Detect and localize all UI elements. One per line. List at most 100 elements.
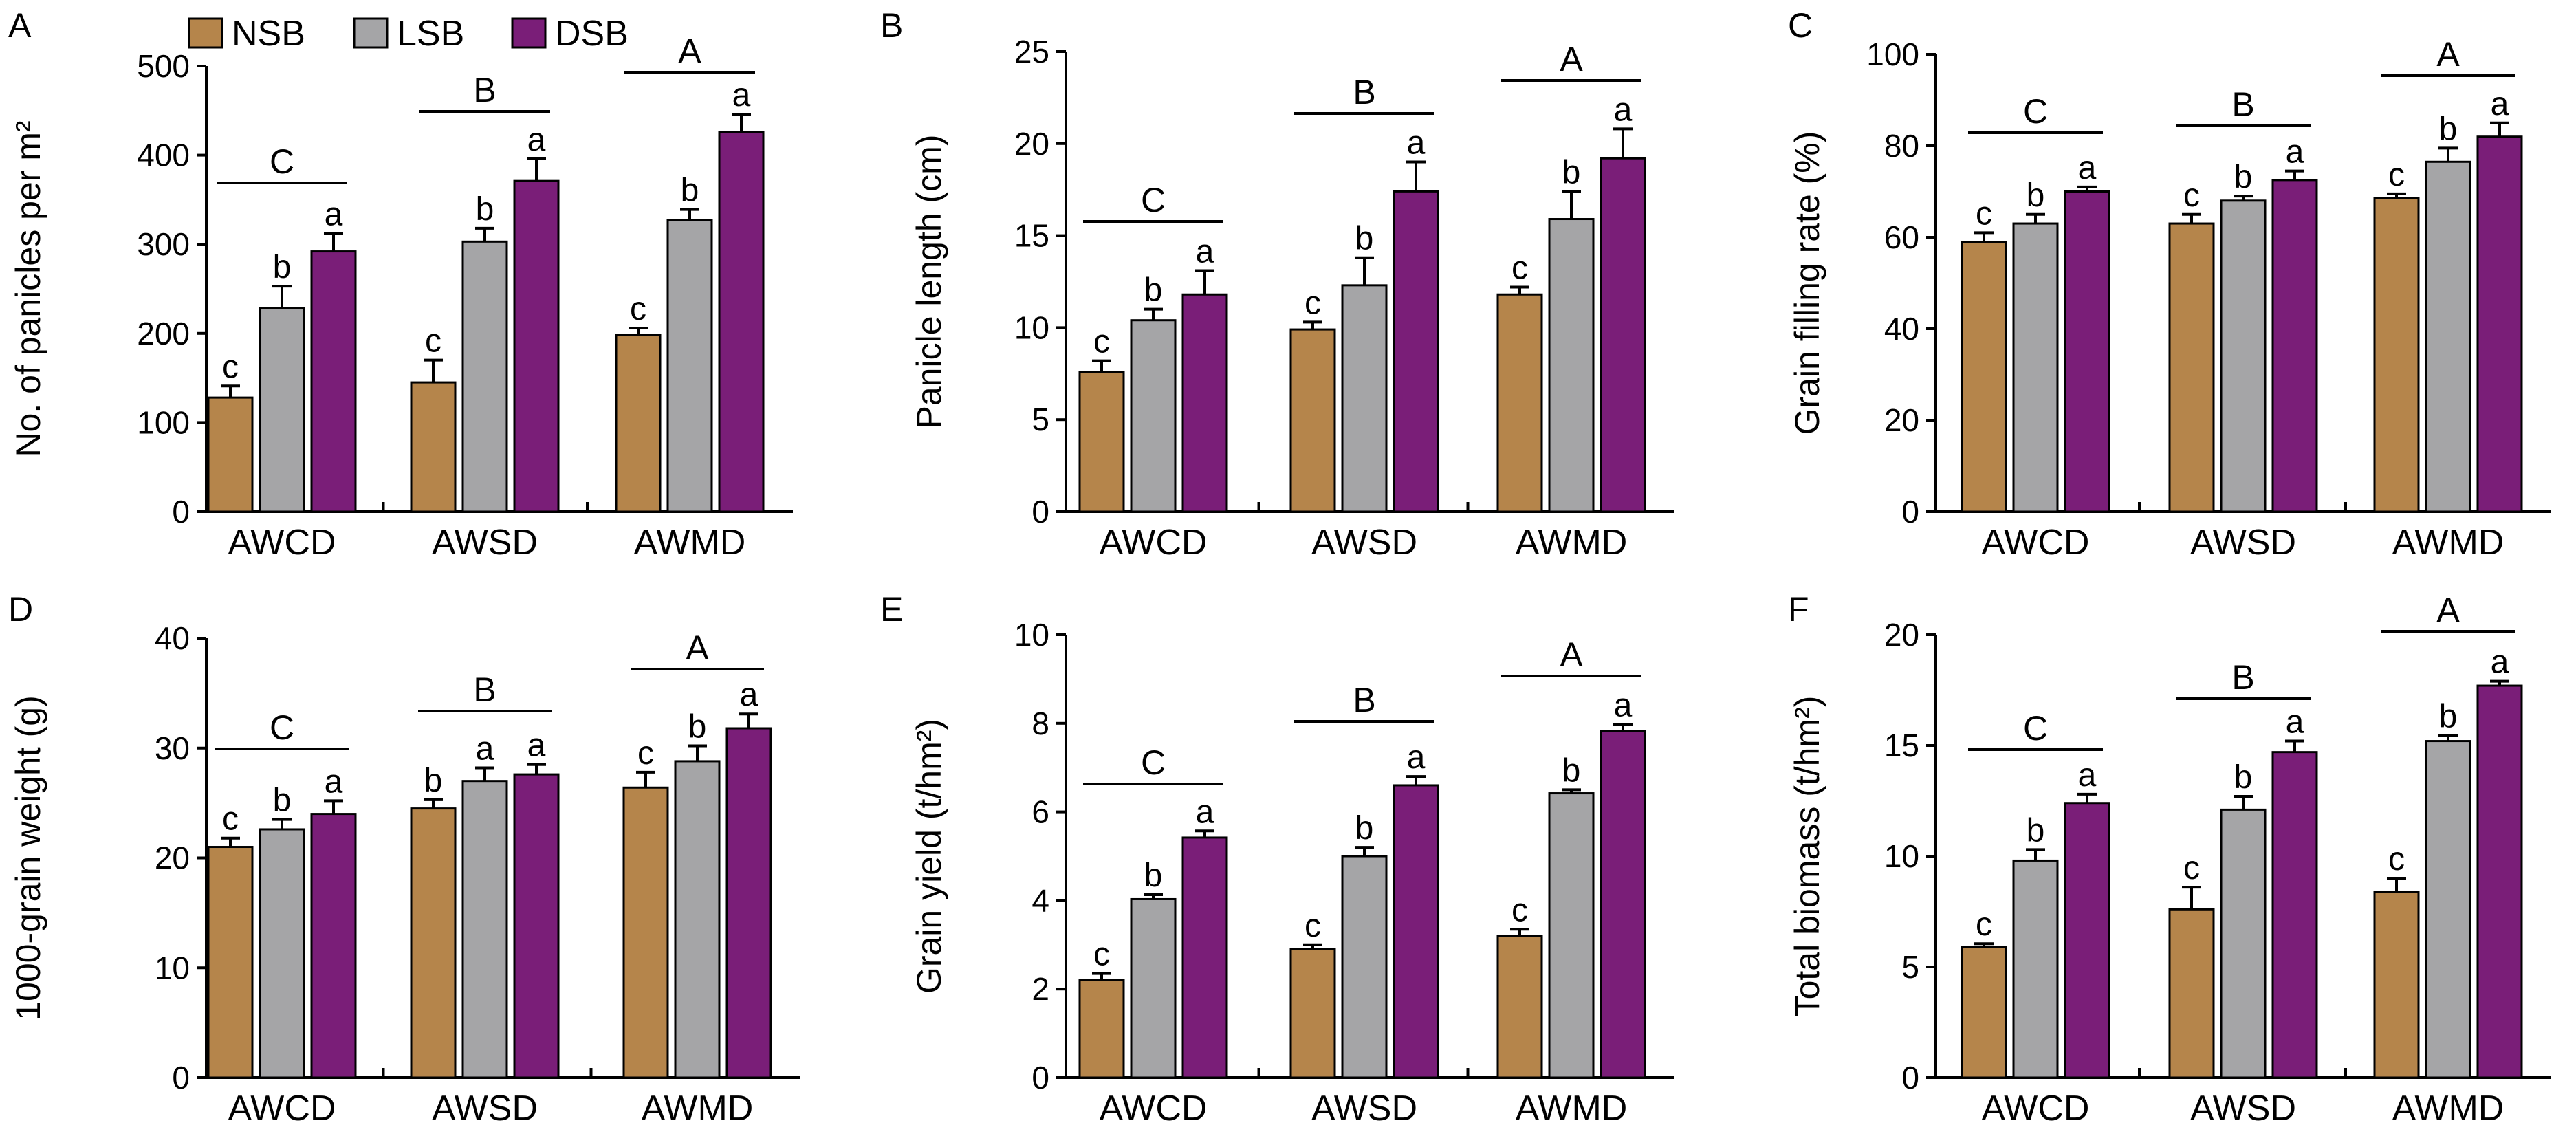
bar-nsb	[1289, 328, 1336, 513]
panel-letter: B	[880, 6, 903, 45]
significance-letter: b	[476, 191, 494, 228]
bar-nsb	[1496, 293, 1543, 513]
panel-letter: A	[8, 6, 32, 45]
y-tick-label: 20	[1884, 617, 1919, 653]
x-category-label: AWMD	[2392, 1089, 2504, 1128]
significance-letter: b	[1355, 221, 1374, 257]
bar-dsb	[513, 773, 560, 1079]
significance-letter: a	[2286, 704, 2304, 741]
significance-letter: b	[681, 173, 699, 209]
bar-lsb	[2220, 808, 2267, 1079]
significance-letter: c	[222, 349, 239, 385]
bar-nsb	[2168, 222, 2215, 513]
x-category-label: AWMD	[642, 1089, 754, 1128]
y-tick-label: 20	[155, 840, 190, 876]
significance-letter: a	[1614, 91, 1633, 128]
significance-letter: c	[637, 735, 654, 772]
significance-letter: a	[2491, 86, 2509, 122]
legend-swatch	[511, 17, 547, 49]
panel-c: C Grain filling rate (%) 0 20 40 60 80 100 AWCD c…	[1788, 6, 2551, 563]
bar-nsb	[1961, 241, 2007, 513]
y-tick-label: 10	[1014, 309, 1049, 345]
y-tick-label: 10	[1014, 617, 1049, 653]
y-tick-label: 500	[137, 48, 190, 84]
y-axis-title: Panicle length (cm)	[910, 135, 948, 429]
y-tick-label: 15	[1014, 218, 1049, 254]
bar-lsb	[1548, 218, 1595, 513]
bar-nsb	[410, 381, 457, 513]
group-letter: A	[2436, 35, 2460, 74]
significance-letter: a	[527, 728, 546, 764]
significance-letter: b	[2439, 699, 2458, 735]
group-letter: B	[473, 670, 496, 709]
significance-letter: b	[688, 709, 707, 745]
bar-lsb	[2012, 222, 2059, 513]
x-category-label: AWSD	[2190, 1089, 2296, 1128]
bar-dsb	[718, 131, 765, 513]
legend-label: LSB	[397, 14, 464, 54]
bar-dsb	[1393, 190, 1439, 513]
bar-lsb	[666, 219, 713, 513]
significance-letter: a	[740, 677, 758, 713]
significance-letter: c	[222, 801, 239, 838]
significance-letter: b	[273, 783, 292, 819]
significance-letter: c	[1511, 892, 1528, 928]
y-tick-label: 200	[137, 316, 190, 351]
bar-lsb	[259, 307, 305, 513]
x-category-label: AWMD	[634, 523, 746, 563]
group-letter: B	[1353, 681, 1375, 719]
bar-lsb	[2425, 160, 2471, 513]
x-category-label: AWCD	[228, 523, 336, 563]
group-letter: C	[1141, 743, 1166, 782]
significance-letter: c	[1511, 250, 1528, 287]
group-letter: A	[1560, 40, 1583, 78]
significance-letter: c	[2183, 177, 2200, 214]
significance-letter: c	[1305, 285, 1321, 321]
significance-letter: a	[1614, 688, 1633, 724]
y-tick-label: 40	[155, 620, 190, 656]
bar-nsb	[1289, 948, 1336, 1079]
x-category-label: AWSD	[2190, 523, 2296, 563]
significance-letter: b	[273, 249, 292, 285]
bar-dsb	[1393, 784, 1439, 1079]
significance-letter: b	[424, 763, 443, 799]
significance-letter: a	[1196, 794, 1214, 830]
y-tick-label: 8	[1032, 706, 1049, 741]
y-tick-label: 80	[1884, 128, 1919, 164]
legend-label: NSB	[232, 14, 305, 54]
bar-dsb	[310, 250, 357, 513]
bar-dsb	[1600, 730, 1646, 1079]
significance-letter: a	[527, 122, 546, 158]
significance-letter: a	[1407, 125, 1426, 162]
significance-letter: b	[1355, 810, 1374, 847]
bar-dsb	[2064, 190, 2110, 513]
group-letter: B	[2231, 658, 2254, 697]
group-letter: A	[686, 629, 709, 667]
x-category-label: AWSD	[432, 523, 538, 563]
x-category-label: AWSD	[432, 1089, 538, 1128]
significance-letter: b	[2027, 812, 2045, 849]
y-tick-label: 5	[1901, 949, 1919, 985]
significance-letter: a	[2078, 150, 2097, 186]
y-tick-label: 0	[1032, 494, 1049, 530]
significance-letter: c	[1093, 937, 1110, 973]
bar-nsb	[1078, 979, 1125, 1079]
group-letter: C	[2023, 92, 2048, 131]
y-tick-label: 0	[172, 494, 190, 530]
bar-lsb	[2425, 740, 2471, 1079]
bar-dsb	[725, 727, 772, 1079]
significance-letter: c	[630, 291, 646, 327]
x-category-label: AWCD	[1982, 1089, 2090, 1128]
y-tick-label: 15	[1884, 728, 1919, 763]
panel-letter: E	[880, 590, 903, 629]
bar-lsb	[259, 828, 305, 1079]
y-axis-title: Total biomass (t/hm²)	[1788, 696, 1826, 1017]
group-letter: A	[678, 32, 701, 70]
y-tick-label: 20	[1014, 126, 1049, 162]
y-tick-label: 2	[1032, 971, 1049, 1007]
significance-letter: c	[1976, 195, 1992, 232]
bar-lsb	[1548, 792, 1595, 1079]
group-letter: A	[2436, 591, 2460, 629]
